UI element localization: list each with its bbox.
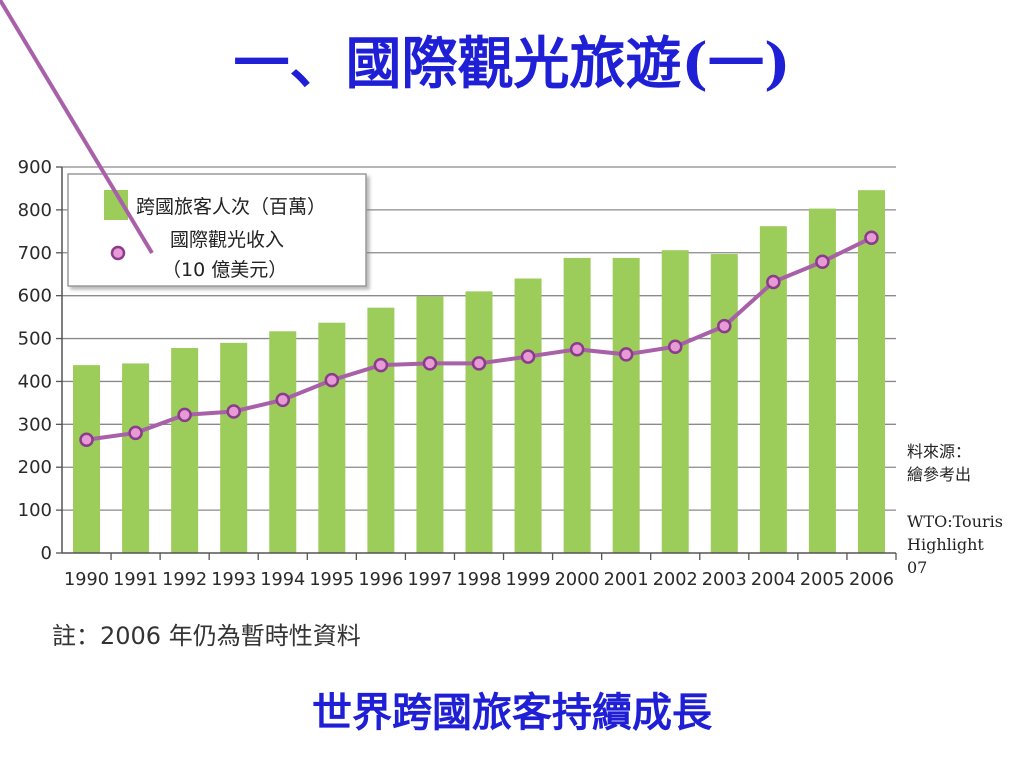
x-tick-label: 1998 [457, 569, 502, 590]
x-tick-label: 1994 [260, 569, 305, 590]
x-tick-label: 1997 [407, 569, 452, 590]
legend-line-marker [110, 245, 126, 261]
y-tick-label: 500 [18, 329, 52, 350]
y-tick-label: 900 [18, 157, 52, 178]
x-tick-label: 1995 [309, 569, 354, 590]
point-2003 [717, 318, 732, 334]
point-2004 [766, 274, 781, 290]
bar-series [73, 190, 885, 554]
x-tick-label: 2000 [555, 569, 600, 590]
point-1990 [79, 432, 94, 448]
line-series [79, 230, 879, 448]
bar-2006 [857, 190, 885, 553]
point-1997 [422, 356, 438, 371]
source-note: 料來源： 繪參考出 WTO:Touris Highlight 07 [907, 440, 1024, 579]
legend-line-swatch [0, 0, 154, 255]
x-tick-label: 2001 [604, 569, 649, 590]
point-1992 [177, 407, 192, 423]
point-2000 [569, 342, 585, 357]
legend-bar-label: 跨國旅客人次（百萬） [136, 196, 326, 218]
point-2001 [618, 347, 634, 362]
x-tick-label: 2002 [653, 569, 698, 590]
point-1999 [520, 349, 536, 364]
bar-1993 [220, 342, 248, 553]
point-1994 [275, 392, 291, 408]
bar-1992 [171, 347, 199, 553]
y-tick-label: 300 [18, 414, 52, 435]
bar-1995 [318, 322, 346, 553]
source-line-2: 繪參考出 [907, 465, 972, 484]
point-2005 [815, 254, 830, 270]
x-tick-label: 1991 [113, 569, 158, 590]
x-tick-label: 1996 [358, 569, 403, 590]
y-tick-label: 700 [18, 243, 52, 264]
point-1998 [471, 356, 487, 371]
x-tick-label: 2004 [751, 569, 796, 590]
y-tick-label: 0 [41, 543, 52, 564]
y-tick-label: 400 [18, 371, 52, 392]
bar-1999 [514, 278, 542, 553]
bar-2003 [710, 254, 738, 553]
bar-2002 [661, 250, 689, 553]
bar-1990 [73, 365, 101, 553]
point-1991 [128, 425, 143, 441]
point-2006 [864, 230, 879, 246]
bar-1996 [367, 307, 395, 553]
x-tick-label: 1992 [162, 569, 207, 590]
source-line-4: Highlight [907, 535, 984, 554]
point-1996 [373, 357, 389, 373]
axes: 0 100 200 300 400 500 600 700 800 900 1990 1991 1992… [18, 157, 897, 590]
x-tick-label: 2003 [702, 569, 747, 590]
source-line-5: 07 [907, 558, 928, 577]
source-line-3: WTO:Touris [907, 512, 1003, 531]
x-tick-label: 1993 [211, 569, 256, 590]
chart: 0 100 200 300 400 500 600 700 800 900 1990 1991 1992… [0, 0, 897, 590]
y-tick-label: 800 [18, 200, 52, 221]
y-tick-label: 600 [18, 286, 52, 307]
legend-line-label-1: 國際觀光收入 [170, 229, 284, 251]
bar-2001 [612, 257, 640, 553]
x-tick-label: 1999 [506, 569, 551, 590]
legend-line-label-2: （10 億美元） [162, 259, 287, 281]
y-tick-label: 100 [18, 500, 52, 521]
y-tick-label: 200 [18, 457, 52, 478]
x-tick-label: 2005 [800, 569, 845, 590]
bar-1998 [465, 291, 493, 553]
point-1993 [226, 404, 241, 419]
x-tick-label: 2006 [849, 569, 894, 590]
x-tick-label: 1990 [64, 569, 109, 590]
caption: 世界跨國旅客持續成長 [312, 689, 712, 736]
footnote: 註：2006 年仍為暫時性資料 [52, 622, 361, 650]
bar-1994 [269, 331, 297, 553]
bar-1997 [416, 296, 444, 553]
bar-2000 [563, 257, 591, 553]
legend: 跨國旅客人次（百萬） 國際觀光收入 （10 億美元） [0, 0, 367, 287]
bar-1991 [122, 363, 150, 553]
point-2002 [667, 339, 683, 354]
slide-title: 一、國際觀光旅遊(一) [233, 31, 791, 97]
source-line-1: 料來源： [907, 442, 972, 461]
point-1995 [324, 372, 340, 388]
